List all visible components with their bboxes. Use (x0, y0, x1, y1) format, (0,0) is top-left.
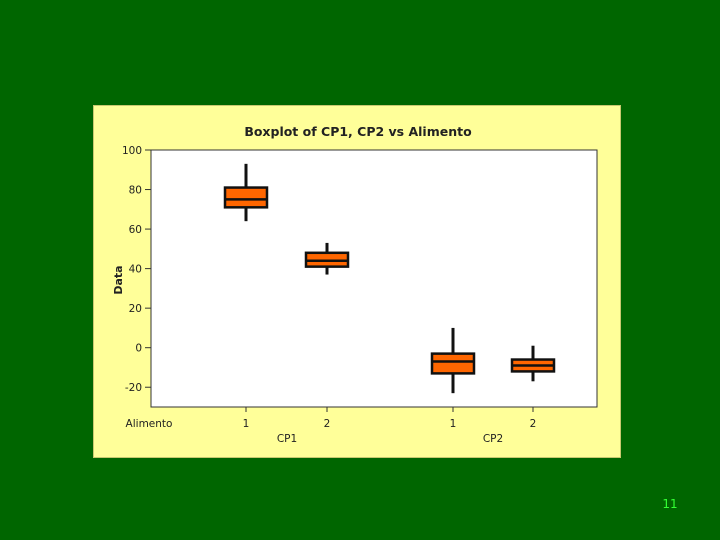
y-tick-label-3: 40 (129, 264, 142, 276)
x-cat-label-g2-c1: 1 (450, 418, 457, 430)
y-tick-label-6: -20 (125, 382, 142, 394)
y-axis-label: Data (112, 265, 125, 294)
x-cat-label-g2-c2: 2 (530, 418, 537, 430)
page-number: 11 (662, 497, 678, 511)
y-tick-label-2: 60 (129, 224, 142, 236)
y-tick-label-4: 20 (129, 303, 142, 315)
chart-title: Boxplot of CP1, CP2 vs Alimento (244, 124, 472, 139)
chart-panel: Boxplot of CP1, CP2 vs Alimento Data Ali… (93, 105, 621, 458)
y-tick-label-5: 0 (135, 343, 142, 355)
x-cat-label-g1-c1: 1 (243, 418, 250, 430)
x-cat-label-g1-c2: 2 (324, 418, 331, 430)
box-g2-c1 (430, 352, 476, 375)
boxplot-chart: Boxplot of CP1, CP2 vs Alimento Data Ali… (112, 124, 598, 445)
group-axis-label: Alimento (126, 418, 173, 430)
group-label-2: CP2 (483, 433, 503, 445)
box-g1-c1 (223, 186, 269, 209)
x-axis-categories: 1 2 CP1 1 2 CP2 (243, 407, 537, 445)
boxes-layer (223, 163, 556, 394)
y-tick-label-0: 100 (122, 145, 142, 157)
y-tick-label-1: 80 (129, 185, 142, 197)
y-axis: 100 80 60 40 20 0 -20 (122, 145, 151, 394)
group-label-1: CP1 (277, 433, 297, 445)
